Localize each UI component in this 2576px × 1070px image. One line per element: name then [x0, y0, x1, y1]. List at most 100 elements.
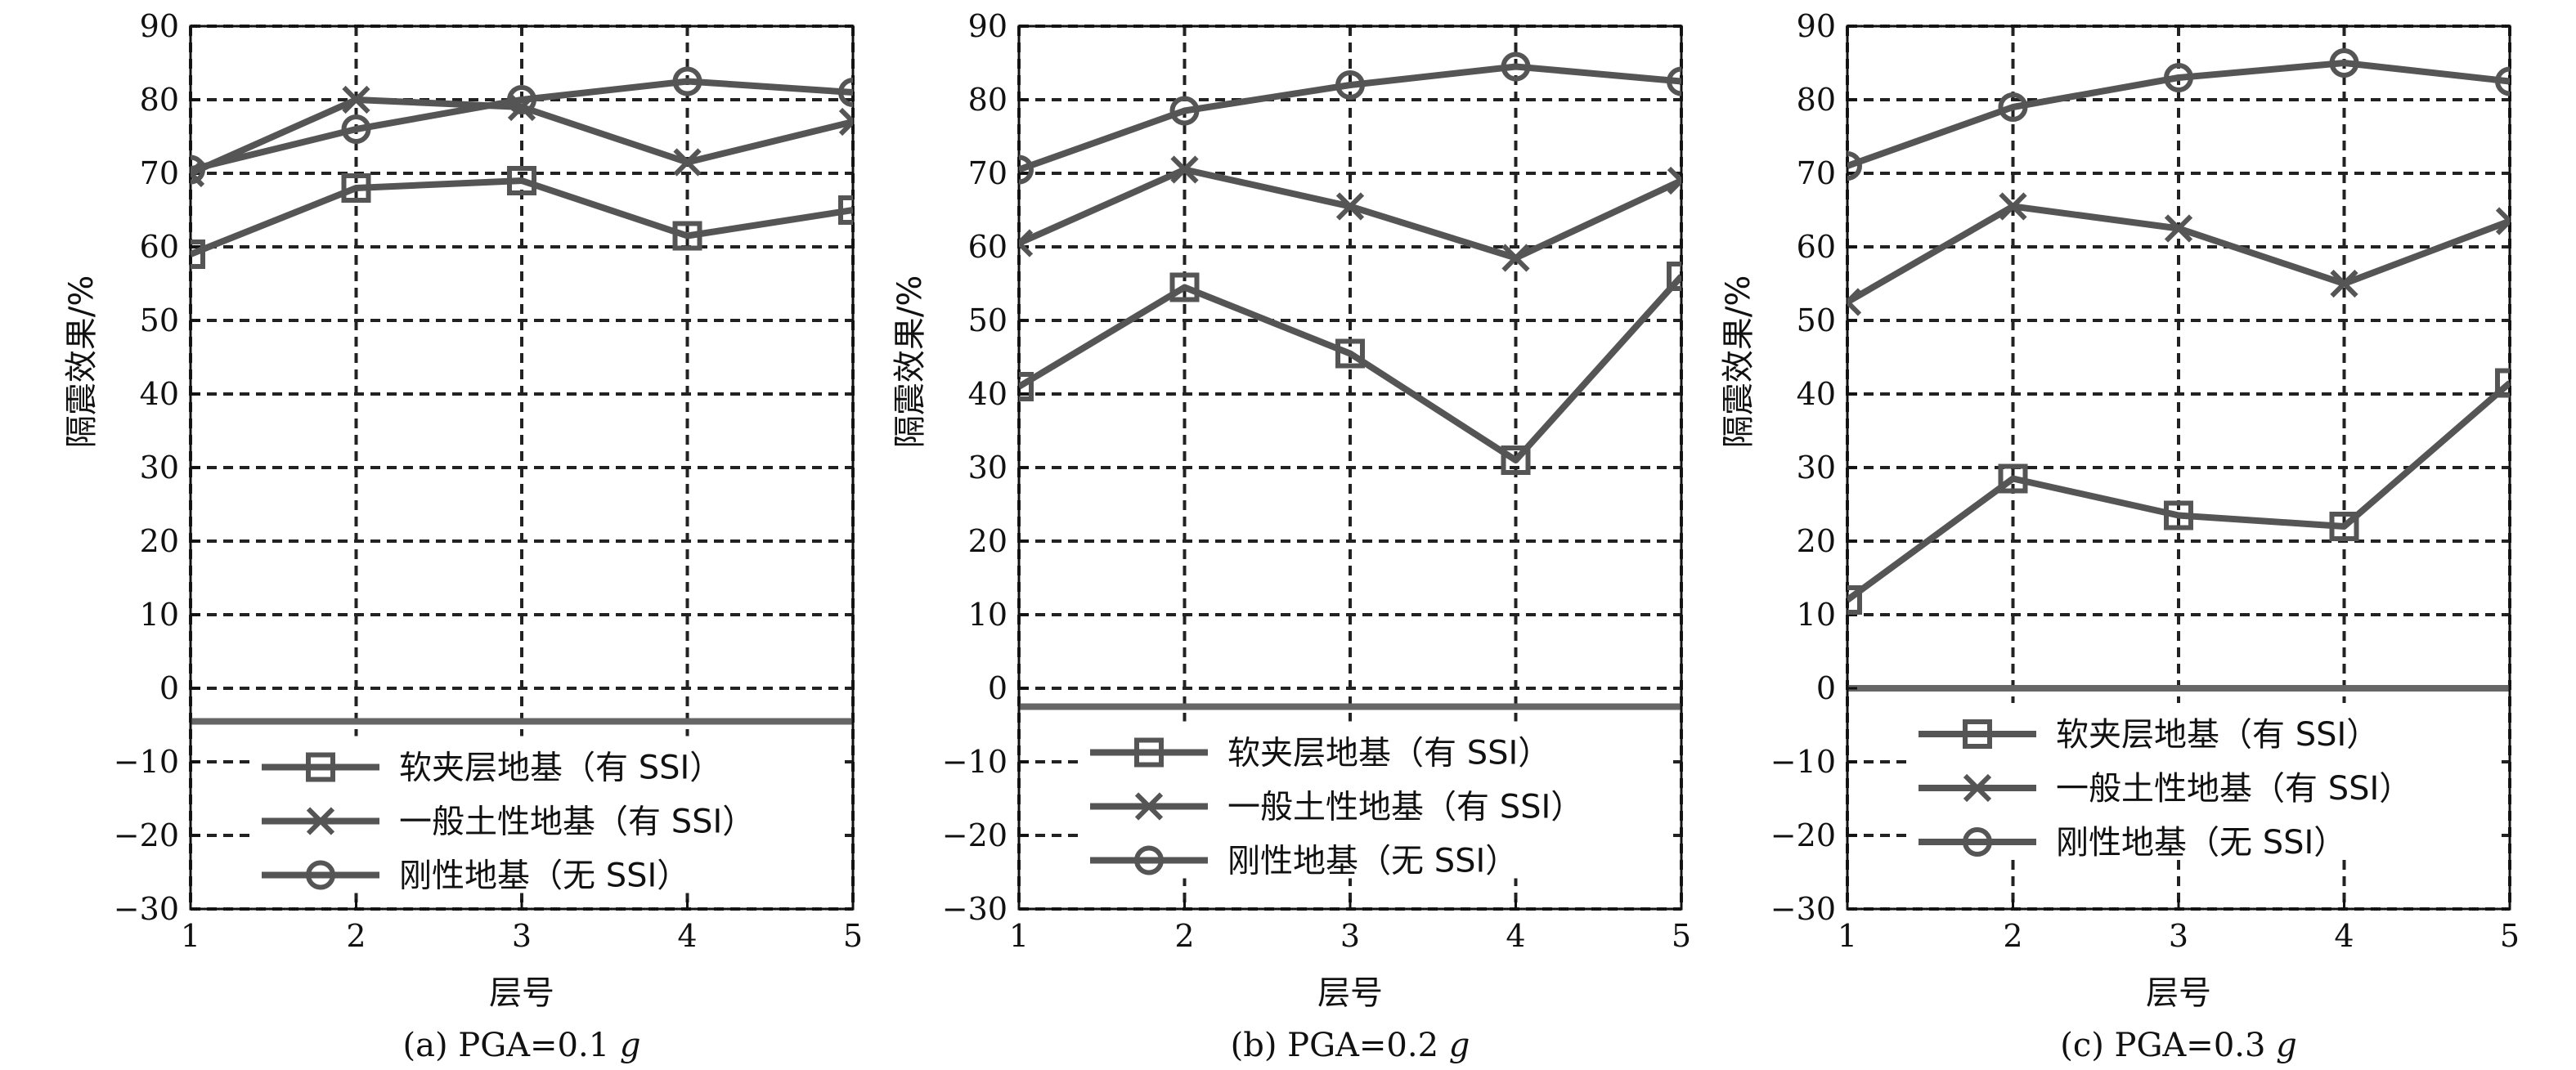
legend-label: 一般土性地基（有 SSI） — [1227, 789, 1583, 826]
y-tick-label: −20 — [114, 817, 179, 853]
y-tick-label: 50 — [140, 302, 179, 338]
data-point-x — [673, 148, 702, 177]
legend-background — [1909, 703, 2497, 860]
data-point-square — [1019, 372, 1034, 401]
data-point-square — [1335, 338, 1365, 369]
data-point-circle — [341, 114, 371, 144]
y-tick-label: −30 — [942, 891, 1008, 927]
y-tick-label: 20 — [1797, 523, 1836, 559]
data-point-circle — [191, 154, 205, 185]
x-tick-label: 2 — [1174, 918, 1194, 954]
y-tick-label: 90 — [968, 8, 1008, 44]
legend-label: 刚性地基（无 SSI） — [1227, 843, 1518, 880]
y-tick-label: 10 — [968, 597, 1008, 633]
chart-panel-1: −30 −20 −10 0 10 20 30 40 50 60 70 80 90 1 2 3 4 5 层号 隔震效果/… — [63, 8, 863, 1064]
data-point-square — [1169, 272, 1200, 302]
y-tick-label: 40 — [1797, 376, 1836, 412]
y-tick-label: −10 — [1770, 744, 1836, 780]
legend-marker-x — [1963, 773, 1992, 803]
y-tick-label: 70 — [1797, 155, 1836, 191]
x-tick-label: 2 — [2003, 918, 2022, 954]
y-tick-label: 0 — [159, 670, 179, 706]
y-tick-label: 90 — [1797, 8, 1836, 44]
data-point-x — [342, 85, 370, 114]
y-axis-label: 隔震效果/% — [1720, 275, 1757, 448]
data-point-circle — [1335, 70, 1365, 100]
series-line-square — [1019, 274, 1681, 463]
y-tick-label: −20 — [1770, 817, 1836, 853]
x-tick-label: 3 — [2169, 918, 2188, 954]
series-line-x — [1847, 203, 2510, 305]
data-point-circle — [1501, 51, 1531, 82]
y-tick-label: −30 — [1770, 891, 1836, 927]
legend-label: 软夹层地基（有 SSI） — [1227, 735, 1551, 772]
panel-caption: (c) PGA=0.3 g — [2060, 1027, 2297, 1064]
legend-background — [252, 736, 841, 893]
series-group — [191, 66, 853, 269]
panel-caption: (b) PGA=0.2 g — [1231, 1027, 1470, 1064]
y-tick-label: −20 — [942, 817, 1008, 853]
data-point-circle — [2329, 48, 2359, 78]
data-point-square — [672, 221, 702, 251]
y-tick-label: −10 — [942, 744, 1008, 780]
data-point-x — [2164, 214, 2193, 243]
data-point-x — [2330, 269, 2358, 298]
y-tick-label: 10 — [1797, 597, 1836, 633]
y-axis-label: 隔震效果/% — [63, 275, 101, 448]
y-tick-label: 40 — [968, 376, 1008, 412]
data-point-circle — [1667, 66, 1681, 96]
data-point-circle — [1169, 96, 1200, 126]
x-axis-label: 层号 — [489, 974, 554, 1012]
x-tick-label: 4 — [2334, 918, 2354, 954]
y-tick-label: 50 — [1797, 302, 1836, 338]
series-line-square — [191, 177, 853, 257]
data-point-circle — [1019, 154, 1034, 185]
series-group — [1847, 48, 2510, 615]
data-point-square — [2164, 500, 2193, 531]
y-tick-label: 20 — [140, 523, 179, 559]
x-tick-label: 5 — [843, 918, 863, 954]
legend-label: 一般土性地基（有 SSI） — [2056, 770, 2412, 808]
data-point-square — [341, 173, 371, 203]
data-point-square — [838, 195, 853, 225]
data-point-square — [1847, 585, 1862, 615]
x-tick-label: 2 — [346, 918, 366, 954]
y-tick-label: 70 — [968, 155, 1008, 191]
panel-caption: (a) PGA=0.1 g — [403, 1027, 641, 1064]
x-tick-label: 3 — [512, 918, 532, 954]
data-point-square — [1998, 463, 2028, 494]
data-point-x — [1501, 244, 1530, 272]
chart-panel-3: −30 −20 −10 0 10 20 30 40 50 60 70 80 90 1 2 3 4 5 层号 隔震效果/… — [1720, 8, 2520, 1064]
x-axis-label: 层号 — [1317, 974, 1383, 1012]
x-tick-label: 3 — [1340, 918, 1360, 954]
x-axis-label: 层号 — [2146, 974, 2211, 1012]
y-tick-label: 60 — [140, 229, 179, 265]
data-point-circle — [2495, 66, 2510, 96]
y-tick-label: 10 — [140, 597, 179, 633]
data-point-x — [1847, 288, 1862, 316]
legend-marker-x — [1134, 792, 1164, 821]
y-tick-label: 70 — [140, 155, 179, 191]
legend-marker-square — [1963, 719, 1992, 749]
y-tick-label: −10 — [114, 744, 179, 780]
x-tick-label: 4 — [1506, 918, 1525, 954]
data-point-square — [1501, 445, 1531, 475]
legend-marker-x — [306, 807, 335, 835]
data-point-square — [1667, 262, 1681, 291]
legend-label: 软夹层地基（有 SSI） — [399, 750, 722, 787]
y-tick-label: 30 — [140, 450, 179, 486]
series-group — [1019, 51, 1681, 475]
data-point-x — [2495, 207, 2510, 235]
x-tick-label: 5 — [1672, 918, 1691, 954]
series-line-circle — [191, 78, 853, 173]
legend-label: 软夹层地基（有 SSI） — [2056, 716, 2379, 754]
y-tick-label: 60 — [1797, 229, 1836, 265]
series-line-circle — [1847, 60, 2510, 169]
data-point-circle — [507, 85, 536, 114]
y-tick-label: 80 — [140, 82, 179, 118]
data-point-circle — [838, 78, 853, 107]
x-tick-label: 1 — [181, 918, 200, 954]
legend-label: 刚性地基（无 SSI） — [2056, 824, 2346, 862]
x-tick-label: 4 — [677, 918, 697, 954]
